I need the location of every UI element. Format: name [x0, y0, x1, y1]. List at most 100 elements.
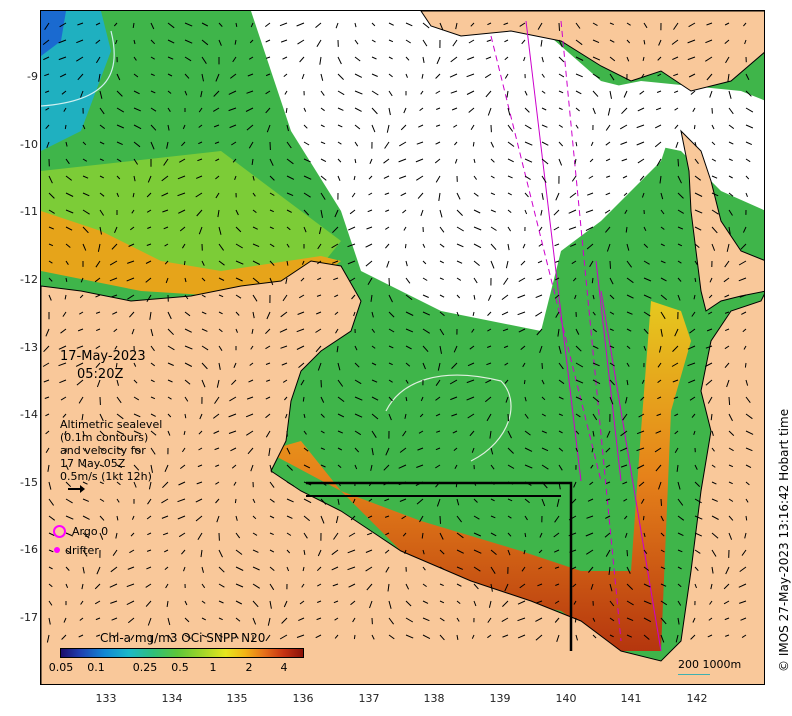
velocity-arrow [435, 90, 441, 94]
velocity-arrow [131, 209, 135, 214]
velocity-arrow [150, 107, 157, 112]
velocity-arrow [384, 549, 390, 554]
lat-tick: -16 [20, 543, 38, 556]
velocity-arrow [518, 328, 526, 333]
velocity-arrow [694, 209, 703, 214]
velocity-arrow [269, 260, 275, 266]
velocity-arrow [507, 158, 514, 163]
velocity-arrow [639, 90, 645, 95]
velocity-arrow [643, 600, 652, 605]
velocity-arrow [319, 56, 322, 65]
velocity-arrow [282, 56, 288, 60]
velocity-arrow [405, 396, 408, 402]
velocity-arrow [592, 311, 596, 316]
velocity-arrow [473, 549, 482, 554]
velocity-arrow [503, 22, 509, 26]
velocity-arrow [268, 447, 271, 456]
velocity-arrow [422, 583, 427, 588]
velocity-arrow [592, 328, 598, 333]
velocity-arrow [745, 124, 754, 129]
velocity-arrow [416, 464, 424, 468]
velocity-arrow [337, 498, 340, 505]
velocity-arrow [348, 583, 356, 588]
velocity-arrow [65, 515, 74, 520]
velocity-arrow [150, 328, 154, 337]
velocity-arrow [61, 634, 67, 640]
velocity-arrow [167, 90, 172, 94]
velocity-arrow [487, 328, 492, 332]
map-area[interactable] [40, 10, 765, 685]
velocity-arrow [336, 345, 339, 353]
velocity-arrow [674, 124, 679, 130]
velocity-arrow [660, 192, 664, 200]
velocity-arrow [146, 192, 152, 198]
velocity-arrow [218, 328, 223, 333]
velocity-arrow [452, 39, 458, 47]
lon-tick: 139 [489, 692, 511, 705]
velocity-arrow [487, 634, 492, 639]
velocity-arrow [351, 294, 356, 300]
velocity-arrow [354, 362, 360, 368]
velocity-arrow [657, 56, 662, 61]
velocity-arrow [402, 209, 407, 214]
velocity-arrow [524, 158, 533, 163]
velocity-arrow [742, 226, 747, 233]
velocity-arrow [558, 73, 565, 78]
velocity-arrow [116, 413, 124, 420]
velocity-arrow [196, 209, 203, 217]
velocity-arrow [99, 532, 104, 540]
velocity-arrow [181, 447, 186, 453]
velocity-arrow [65, 209, 74, 214]
velocity-arrow [286, 532, 292, 536]
velocity-arrow [76, 39, 84, 44]
velocity-arrow [65, 498, 73, 504]
velocity-arrow [147, 226, 152, 229]
velocity-arrow [303, 515, 311, 522]
velocity-arrow [575, 634, 578, 641]
velocity-arrow [455, 481, 458, 488]
velocity-arrow [452, 430, 458, 434]
velocity-arrow [671, 39, 679, 45]
velocity-arrow [300, 277, 305, 282]
velocity-arrow [146, 294, 152, 302]
velocity-arrow [337, 430, 344, 434]
velocity-arrow [436, 107, 441, 110]
velocity-arrow [575, 124, 579, 129]
velocity-arrow [524, 209, 528, 215]
velocity-arrow [451, 362, 458, 369]
velocity-arrow [506, 90, 509, 98]
velocity-arrow [265, 345, 271, 350]
velocity-arrow [43, 56, 50, 61]
velocity-arrow [660, 634, 665, 643]
velocity-arrow [744, 532, 747, 539]
velocity-arrow [519, 583, 526, 589]
velocity-arrow [371, 396, 379, 401]
velocity-arrow [320, 90, 325, 96]
velocity-arrow [82, 430, 85, 436]
velocity-arrow [65, 481, 72, 488]
velocity-arrow [420, 90, 424, 95]
velocity-arrow [65, 192, 74, 197]
velocity-arrow [147, 532, 152, 536]
velocity-arrow [286, 158, 294, 165]
velocity-arrow [150, 345, 155, 352]
velocity-arrow [711, 243, 716, 251]
velocity-arrow [489, 430, 492, 439]
velocity-arrow [451, 413, 458, 417]
velocity-arrow [711, 515, 719, 520]
velocity-arrow [523, 549, 526, 555]
velocity-arrow [592, 379, 601, 385]
velocity-arrow [490, 141, 495, 148]
velocity-arrow [626, 39, 631, 44]
velocity-arrow [677, 175, 682, 184]
velocity-arrow [687, 345, 696, 350]
velocity-arrow [82, 209, 90, 215]
velocity-arrow [605, 515, 611, 519]
velocity-arrow [347, 566, 356, 571]
velocity-arrow [637, 158, 645, 164]
velocity-arrow [181, 549, 186, 555]
velocity-arrow [286, 226, 291, 231]
velocity-arrow [48, 583, 53, 588]
velocity-arrow [63, 617, 67, 623]
velocity-arrow [620, 430, 628, 437]
